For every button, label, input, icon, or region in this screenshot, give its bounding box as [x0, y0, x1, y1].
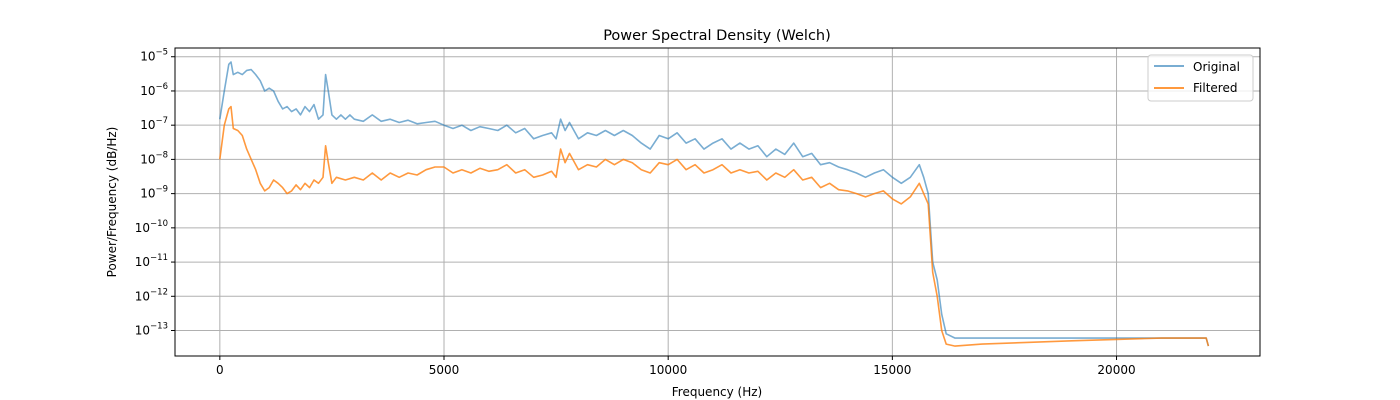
- series-lines: [219, 61, 1210, 347]
- y-tick-label: 10−6: [140, 82, 168, 98]
- x-axis-ticks: 0 5000 10000 15000 20000: [216, 356, 1136, 377]
- series-line-original: [219, 61, 1210, 347]
- x-tick-label: 5000: [429, 363, 460, 377]
- legend: Original Filtered: [1147, 54, 1254, 102]
- legend-label-filtered: Filtered: [1193, 81, 1237, 95]
- y-tick-label: 10−13: [135, 322, 168, 338]
- y-tick-label: 10−10: [135, 219, 168, 235]
- x-tick-label: 0: [216, 363, 224, 377]
- y-tick-label: 10−11: [135, 253, 168, 269]
- y-tick-label: 10−5: [140, 48, 168, 64]
- legend-label-original: Original: [1193, 60, 1240, 74]
- x-tick-label: 15000: [873, 363, 911, 377]
- y-tick-label: 10−8: [140, 150, 168, 166]
- grid-lines: [175, 48, 1260, 356]
- x-tick-label: 20000: [1097, 363, 1135, 377]
- chart-title: Power Spectral Density (Welch): [603, 28, 831, 44]
- plot-frame: [174, 47, 1261, 357]
- x-tick-label: 10000: [649, 363, 687, 377]
- y-tick-label: 10−7: [140, 116, 168, 132]
- y-axis-ticks: 10−13 10−12 10−11 10−10 10−9 10−8 10−7 10−6 10−5: [135, 48, 175, 338]
- x-axis-title: Frequency (Hz): [672, 385, 763, 399]
- series-line-filtered: [219, 105, 1210, 347]
- y-tick-label: 10−12: [135, 287, 168, 303]
- y-axis-title: Power/Frequency (dB/Hz): [105, 127, 119, 278]
- y-tick-label: 10−9: [140, 185, 168, 201]
